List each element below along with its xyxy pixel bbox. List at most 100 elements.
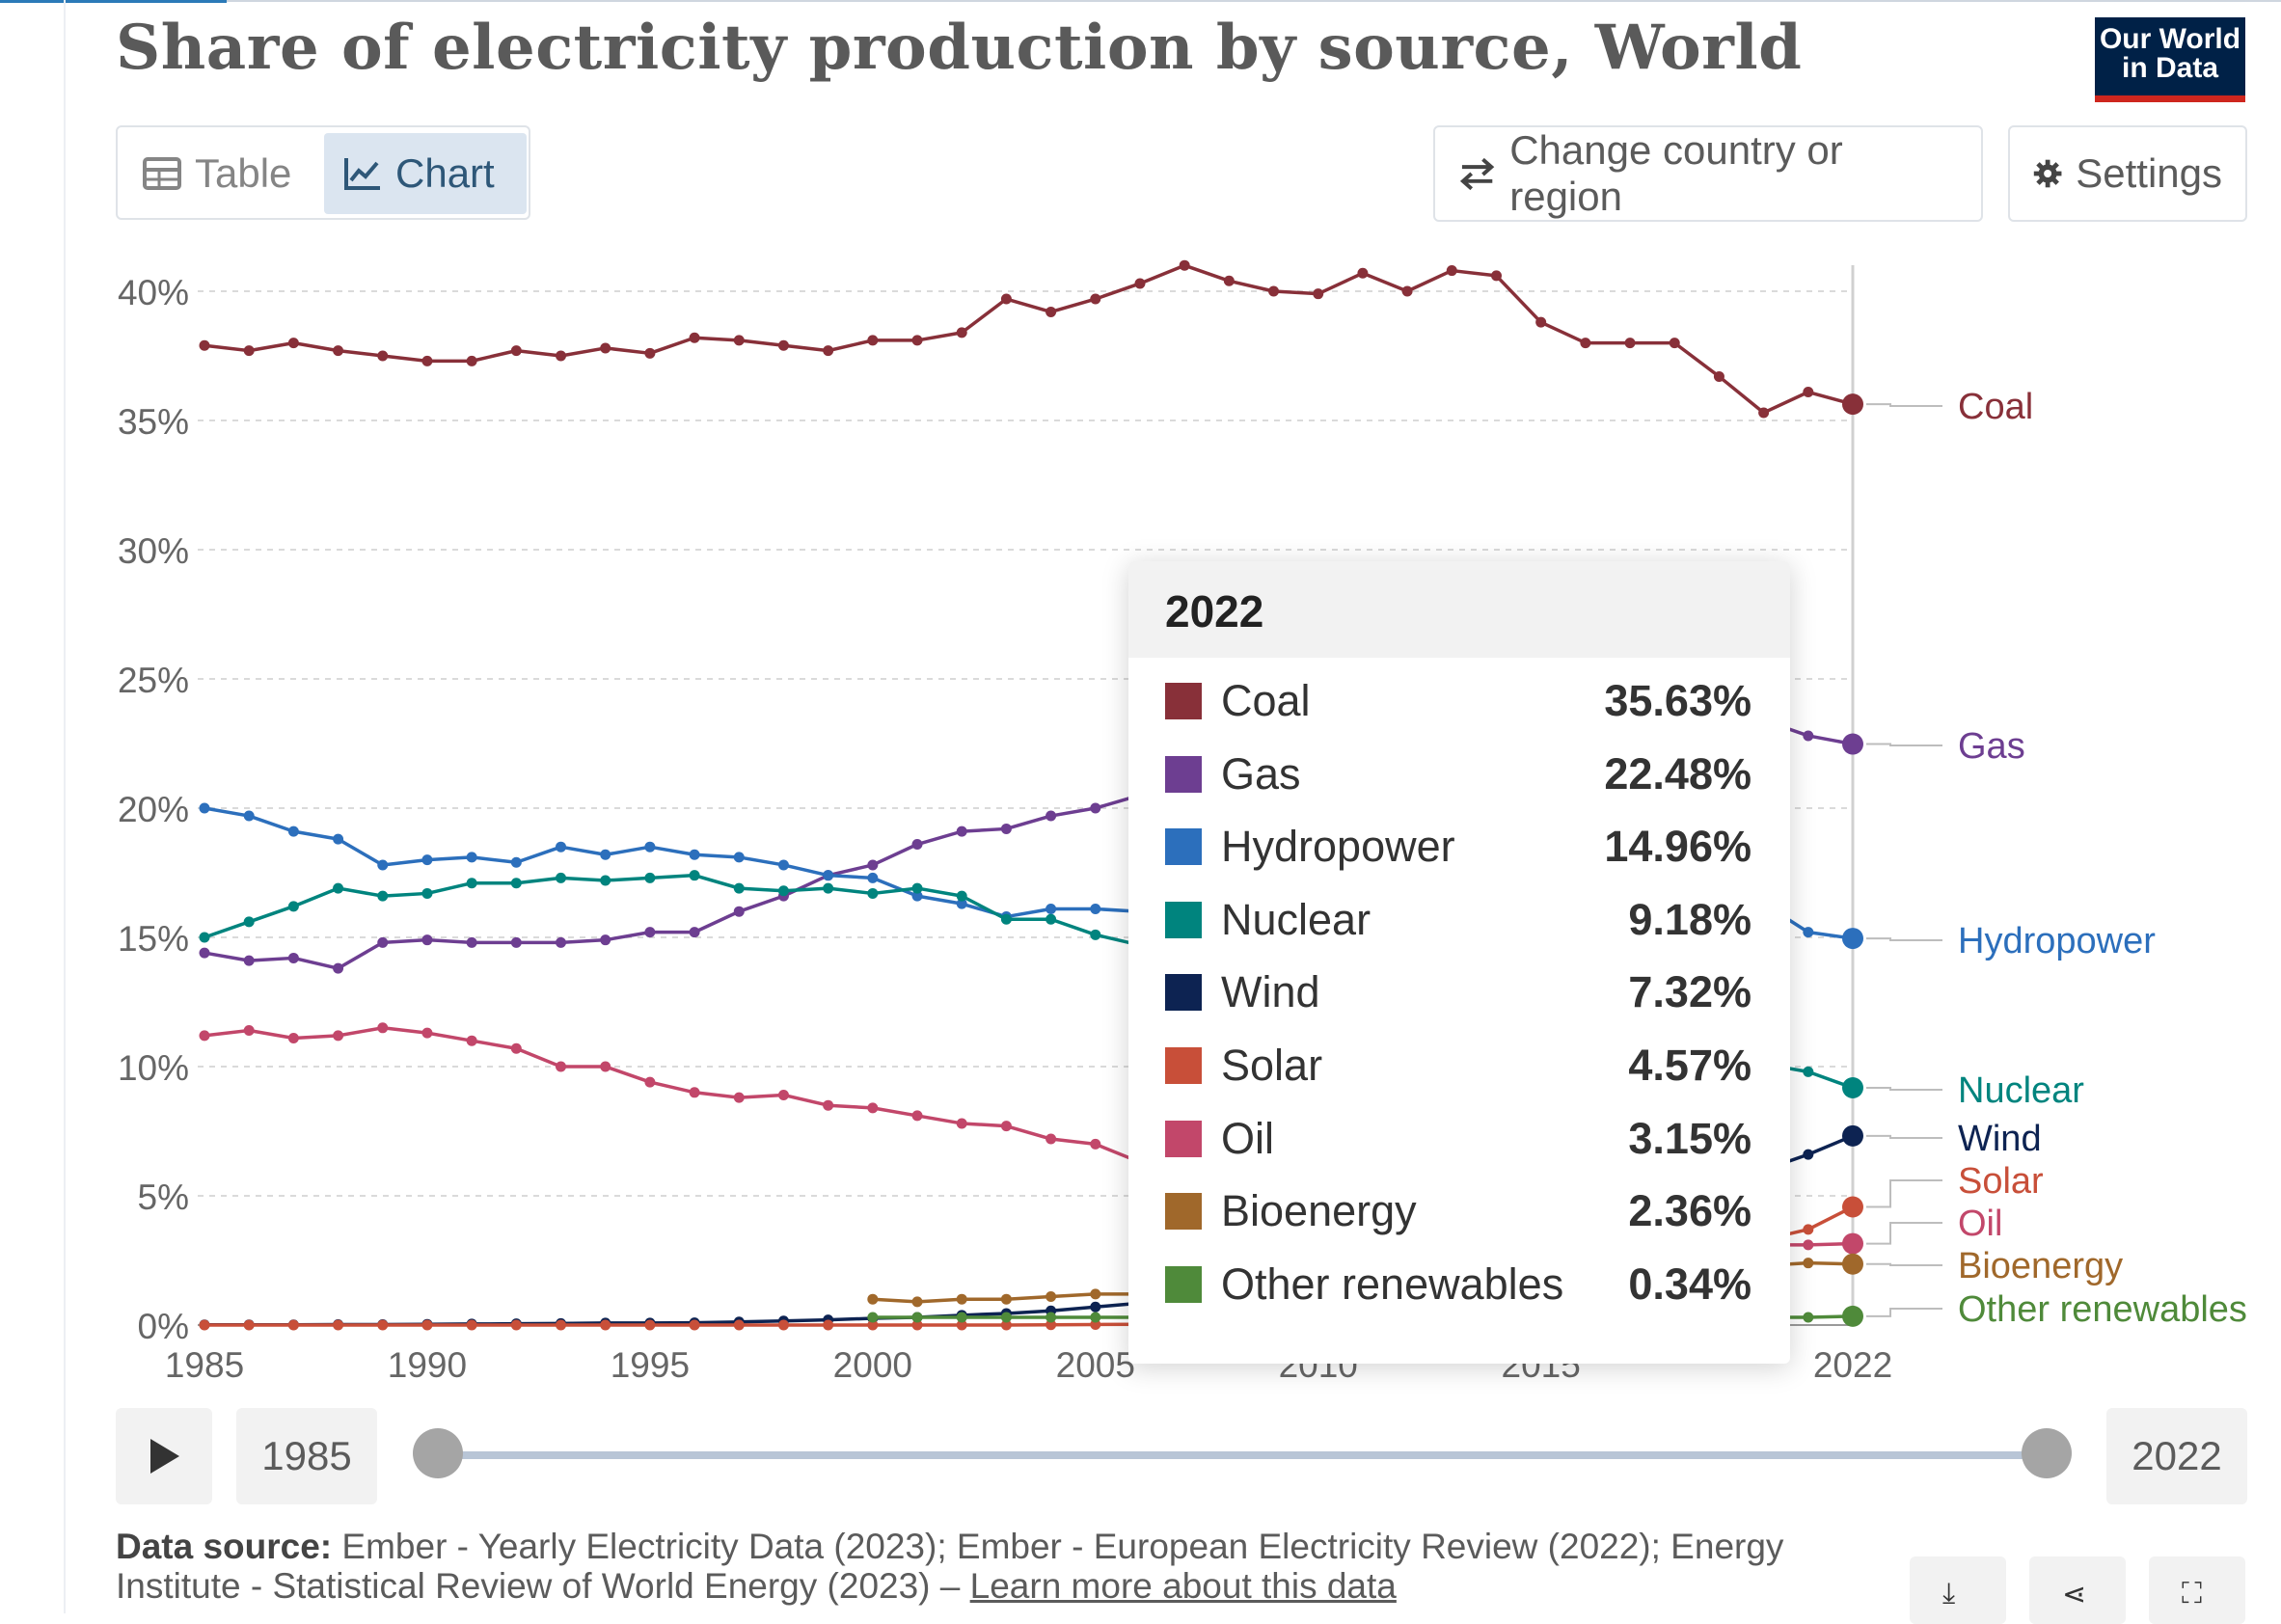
y-tick-label: 20%	[118, 790, 189, 829]
data-point	[600, 1319, 611, 1331]
data-point	[1446, 265, 1457, 277]
data-point	[1090, 1301, 1101, 1313]
data-point	[556, 936, 567, 948]
data-point	[1490, 270, 1502, 282]
change-country-label: Change country or region	[1509, 127, 1843, 219]
settings-button[interactable]: Settings	[2008, 125, 2247, 222]
tab-table-label: Table	[195, 150, 292, 196]
data-point	[911, 1312, 923, 1323]
data-point	[333, 882, 344, 894]
tooltip-series-name: Nuclear	[1221, 894, 1371, 944]
data-point	[1045, 1319, 1057, 1331]
data-point	[421, 887, 433, 899]
data-source: Data source: Ember - Yearly Electricity …	[116, 1527, 1833, 1606]
data-point	[1000, 1312, 1012, 1323]
tooltip-series-value: 35.63%	[1604, 676, 1751, 725]
learn-more-link[interactable]: Learn more about this data	[969, 1566, 1397, 1606]
data-point	[867, 1102, 879, 1114]
tooltip-row: Oil 3.15%	[1165, 1110, 1751, 1168]
timeline-track[interactable]	[436, 1451, 2047, 1459]
data-point	[956, 898, 967, 909]
y-tick-label: 25%	[118, 661, 189, 700]
tab-table[interactable]: Table	[123, 133, 326, 214]
tooltip-series-value: 2.36%	[1628, 1186, 1751, 1236]
data-point	[1803, 387, 1814, 398]
tooltip-row: Wind 7.32%	[1165, 963, 1751, 1021]
play-button[interactable]	[116, 1408, 212, 1504]
data-point	[510, 878, 522, 889]
data-point	[243, 1024, 255, 1036]
page-title: Share of electricity production by sourc…	[116, 12, 1803, 84]
data-point	[600, 342, 611, 354]
data-point	[1803, 730, 1814, 742]
tooltip-swatch	[1165, 974, 1202, 1012]
data-point	[287, 952, 299, 963]
swap-arrows-icon	[1459, 157, 1495, 191]
data-point	[911, 335, 923, 346]
fullscreen-button[interactable]: ⛶	[2149, 1556, 2245, 1624]
timeline-end-year[interactable]: 2022	[2106, 1408, 2247, 1504]
play-icon	[150, 1439, 179, 1474]
data-point	[689, 1087, 700, 1098]
data-point	[1045, 1133, 1057, 1145]
data-point	[287, 1033, 299, 1044]
change-country-button[interactable]: Change country or region	[1433, 125, 1983, 222]
timeline-end-handle[interactable]	[2022, 1428, 2072, 1478]
data-point	[956, 890, 967, 902]
data-point	[733, 1319, 745, 1331]
tooltip-swatch	[1165, 828, 1202, 866]
download-button[interactable]: ⤓	[1910, 1556, 2006, 1624]
x-tick-label: 1995	[611, 1345, 690, 1385]
data-point	[1000, 913, 1012, 925]
data-point	[867, 335, 879, 346]
share-icon: ⋖	[2062, 1579, 2087, 1610]
data-point	[377, 1319, 389, 1331]
data-point	[377, 859, 389, 871]
data-point	[243, 1319, 255, 1331]
data-source-text: Ember - Yearly Electricity Data (2023); …	[116, 1527, 1784, 1606]
data-point	[600, 849, 611, 860]
data-point	[644, 347, 656, 359]
series-end-marker	[1842, 733, 1863, 755]
tooltip-row: Nuclear 9.18%	[1165, 891, 1751, 949]
data-point	[1803, 1149, 1814, 1160]
timeline-start-year[interactable]: 1985	[236, 1408, 377, 1504]
data-point	[1803, 1066, 1814, 1077]
data-point	[421, 355, 433, 366]
data-point	[1624, 338, 1636, 349]
tooltip-row: Solar 4.57%	[1165, 1037, 1751, 1095]
data-point	[510, 345, 522, 357]
gear-icon	[2033, 159, 2062, 188]
timeline-start-handle[interactable]	[413, 1428, 463, 1478]
data-point	[510, 1042, 522, 1054]
data-point	[333, 1319, 344, 1331]
data-point	[287, 826, 299, 837]
left-rule	[64, 0, 66, 1613]
share-button[interactable]: ⋖	[2029, 1556, 2126, 1624]
data-point	[689, 927, 700, 938]
data-point	[377, 1022, 389, 1034]
tooltip-swatch	[1165, 1265, 1202, 1303]
tab-chart[interactable]: Chart	[324, 133, 527, 214]
tooltip-swatch	[1165, 901, 1202, 938]
y-tick-label: 40%	[118, 273, 189, 312]
series-end-marker	[1842, 1232, 1863, 1255]
data-point	[1803, 1312, 1814, 1323]
series-end-marker	[1842, 1253, 1863, 1275]
data-point	[199, 932, 210, 943]
owid-logo[interactable]: Our World in Data	[2095, 17, 2245, 102]
data-point	[823, 345, 834, 357]
tab-chart-label: Chart	[395, 150, 495, 196]
tooltip-series-value: 14.96%	[1604, 822, 1751, 872]
data-point	[1535, 316, 1547, 328]
data-source-label: Data source:	[116, 1527, 333, 1566]
data-point	[911, 1296, 923, 1308]
tooltip-series-value: 7.32%	[1628, 967, 1751, 1017]
tooltip-swatch	[1165, 1047, 1202, 1084]
hover-tooltip: 2022 Coal 35.63% Gas 22.48% Hydropower 14.96%…	[1128, 561, 1790, 1364]
data-point	[1090, 904, 1101, 915]
data-point	[1179, 259, 1190, 271]
data-point	[911, 1110, 923, 1122]
data-point	[333, 962, 344, 974]
data-point	[600, 1061, 611, 1072]
